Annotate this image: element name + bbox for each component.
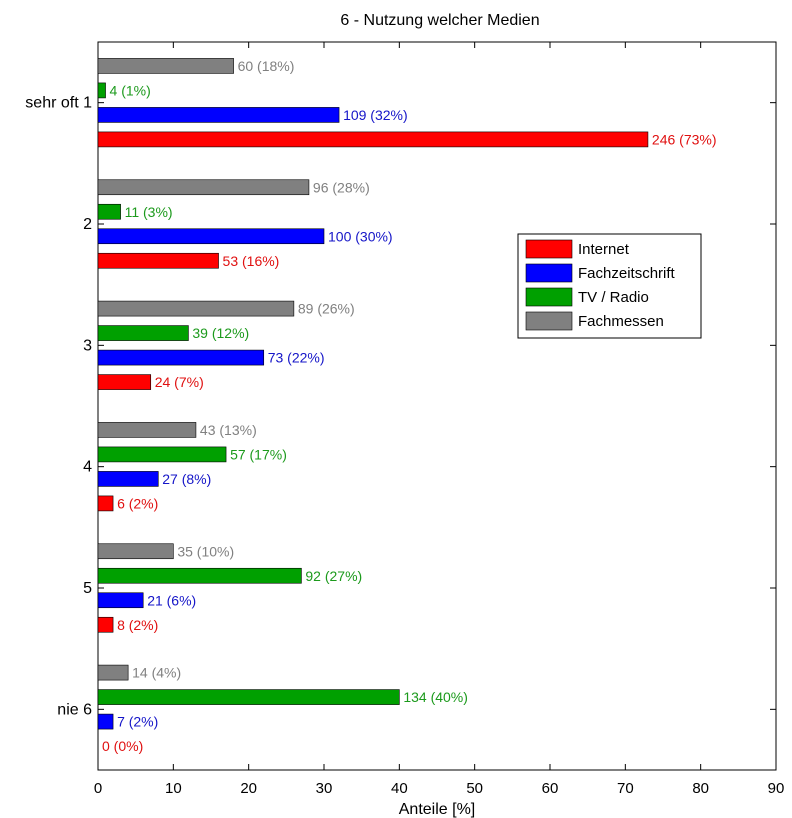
data-label-tv-radio: 11 (3%) [125, 204, 173, 220]
bar-internet [97, 131, 649, 148]
category-label: 3 [83, 337, 92, 354]
legend-swatch-fachmessen [525, 311, 573, 331]
data-label-internet: 246 (73%) [652, 131, 717, 147]
bar-fachzeitschrift [97, 349, 265, 366]
category-label: nie 6 [57, 701, 92, 718]
legend-label-fachzeitschrift: Fachzeitschrift [578, 265, 676, 282]
data-label-tv-radio: 134 (40%) [403, 689, 468, 705]
data-label-fachzeitschrift: 21 (6%) [147, 592, 196, 608]
bar-fachzeitschrift [97, 228, 325, 245]
data-label-fachmessen: 96 (28%) [313, 179, 370, 195]
legend-swatch-internet [525, 239, 573, 259]
category-label: 5 [83, 580, 92, 597]
bar-tv-radio [97, 325, 189, 341]
data-label-tv-radio: 39 (12%) [192, 325, 249, 341]
category-label: 2 [83, 216, 92, 233]
data-label-fachzeitschrift: 109 (32%) [343, 107, 408, 123]
bar-fachmessen [97, 179, 310, 196]
data-label-fachmessen: 89 (26%) [298, 301, 355, 317]
bar-internet [97, 374, 152, 390]
legend-swatch-tv-radio [525, 287, 573, 307]
data-label-fachzeitschrift: 100 (30%) [328, 228, 393, 244]
data-label-internet: 6 (2%) [117, 495, 158, 511]
bar-fachmessen [97, 58, 234, 74]
data-label-fachzeitschrift: 7 (2%) [117, 714, 158, 730]
bar-internet [97, 252, 219, 269]
legend-label-tv-radio: TV / Radio [578, 289, 649, 306]
data-label-fachzeitschrift: 73 (22%) [268, 350, 325, 366]
bar-tv-radio [97, 203, 121, 220]
x-tick-label: 40 [391, 780, 408, 797]
x-axis-label: Anteile [%] [399, 801, 475, 818]
legend: Internet Fachzeitschrift TV / Radio Fachmes… [517, 233, 702, 339]
category-label: 4 [83, 459, 92, 476]
legend-label-internet: Internet [578, 241, 630, 258]
data-label-fachmessen: 35 (10%) [177, 543, 234, 559]
bar-tv-radio [97, 82, 106, 99]
legend-label-fachmessen: Fachmessen [578, 313, 664, 330]
bar-fachzeitschrift [97, 471, 159, 487]
data-label-fachmessen: 14 (4%) [132, 665, 181, 681]
data-label-fachzeitschrift: 27 (8%) [162, 471, 211, 487]
data-label-internet: 0 (0%) [102, 738, 143, 754]
data-label-fachmessen: 43 (13%) [200, 422, 257, 438]
x-tick-label: 0 [94, 780, 102, 797]
x-tick-label: 30 [316, 780, 333, 797]
bar-fachmessen [97, 664, 129, 681]
bar-tv-radio [97, 689, 400, 705]
data-label-internet: 8 (2%) [117, 617, 158, 633]
data-label-tv-radio: 4 (1%) [110, 82, 151, 98]
bar-fachzeitschrift [97, 107, 340, 123]
bar-internet [97, 616, 114, 633]
bar-fachmessen [97, 300, 295, 317]
bar-internet [97, 495, 114, 512]
bar-fachmessen [97, 422, 197, 438]
x-tick-label: 90 [768, 780, 785, 797]
x-tick-label: 20 [240, 780, 257, 797]
bar-tv-radio [97, 446, 227, 463]
legend-swatch-fachzeitschrift [525, 263, 573, 283]
bar-fachmessen [97, 543, 174, 560]
data-label-internet: 53 (16%) [223, 253, 280, 269]
data-label-internet: 24 (7%) [155, 374, 204, 390]
x-tick-label: 50 [466, 780, 483, 797]
data-label-tv-radio: 92 (27%) [305, 568, 362, 584]
bar-fachzeitschrift [97, 713, 114, 730]
data-label-fachmessen: 60 (18%) [238, 58, 295, 74]
bar-fachzeitschrift [97, 592, 144, 609]
category-label: sehr oft 1 [25, 95, 92, 112]
x-tick-label: 70 [617, 780, 634, 797]
chart-title: 6 - Nutzung welcher Medien [340, 12, 539, 29]
bar-tv-radio [97, 567, 302, 584]
x-tick-label: 80 [692, 780, 709, 797]
x-tick-label: 60 [542, 780, 559, 797]
data-label-tv-radio: 57 (17%) [230, 446, 287, 462]
plot-area [97, 41, 777, 771]
x-tick-label: 10 [165, 780, 182, 797]
